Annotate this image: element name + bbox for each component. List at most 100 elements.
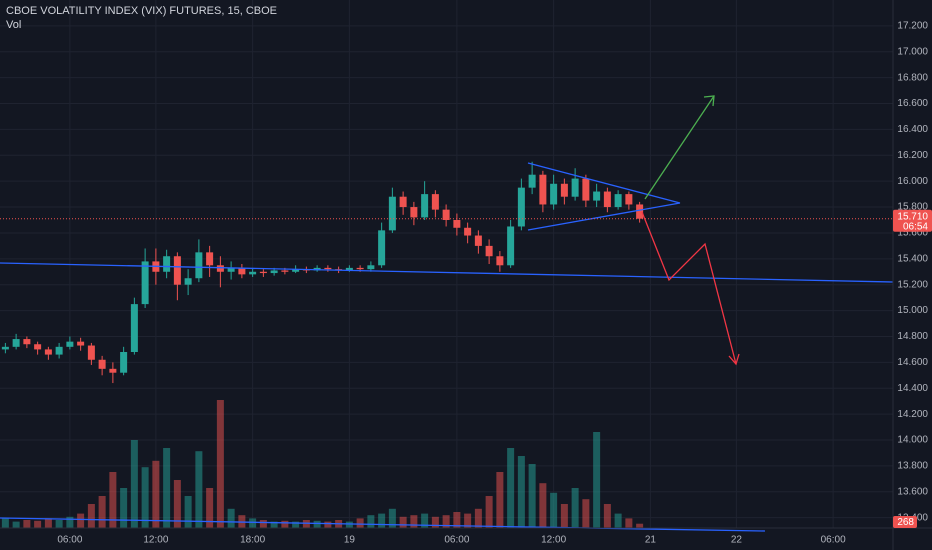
candle-body: [496, 256, 504, 266]
last-volume-label: 268: [897, 517, 914, 528]
x-tick-label: 21: [645, 535, 657, 546]
volume-bar: [464, 513, 472, 528]
candle-body: [249, 271, 257, 275]
y-tick-label: 16.800: [897, 72, 928, 83]
volume-bar: [582, 499, 590, 528]
volume-bar: [410, 515, 418, 528]
candle-body: [227, 267, 235, 272]
candle-body: [1, 346, 9, 350]
candle-body: [87, 345, 95, 360]
volume-title: Vol: [6, 19, 21, 31]
down-arrow: [641, 211, 737, 365]
x-tick-label: 12:00: [143, 535, 168, 546]
x-tick-label: 22: [731, 535, 743, 546]
candles: [1, 161, 644, 384]
volume-bar: [517, 456, 525, 528]
candle-body: [120, 352, 128, 373]
volume-bar: [507, 448, 515, 528]
y-tick-label: 13.600: [897, 486, 928, 497]
candle-body: [507, 226, 515, 266]
volume-bar: [227, 508, 235, 528]
candle-body: [206, 252, 214, 266]
volume-bar: [163, 448, 171, 528]
volume-bar: [44, 518, 52, 528]
volume-bar: [453, 512, 461, 528]
volume-bar: [1, 518, 9, 528]
x-tick-label: 12:00: [541, 535, 566, 546]
candle-body: [431, 194, 439, 210]
volume-bar: [571, 488, 579, 528]
candle-body: [66, 341, 74, 347]
volume-bar: [12, 521, 20, 528]
last-price-box: [893, 209, 932, 232]
y-tick-label: 15.400: [897, 253, 928, 264]
candle-body: [292, 269, 300, 272]
last-volume-box: [893, 516, 917, 528]
candle-body: [12, 339, 20, 347]
x-tick-label: 19: [344, 535, 356, 546]
volume-bar: [152, 460, 160, 528]
trend-line: [0, 517, 766, 532]
x-tick-label: 06:00: [444, 535, 469, 546]
candle-body: [421, 194, 429, 218]
volume-bar: [528, 464, 536, 528]
candle-body: [98, 359, 106, 369]
x-tick-label: 06:00: [57, 535, 82, 546]
volume-bar: [539, 483, 547, 528]
triangle-lower: [527, 202, 681, 231]
candle-body: [464, 227, 472, 236]
volume-bar: [184, 496, 192, 528]
candle-body: [485, 245, 493, 257]
up-arrow-head: [703, 95, 715, 107]
candle-body: [77, 341, 85, 346]
volume-bar: [388, 508, 396, 528]
volume-bar: [302, 520, 310, 528]
candle-body: [270, 270, 278, 274]
volume-bar: [431, 516, 439, 528]
volume-bar: [66, 516, 74, 528]
candle-body: [109, 368, 117, 373]
candle-body: [173, 256, 181, 285]
candle-body: [539, 174, 547, 205]
volume-bar: [421, 513, 429, 528]
y-tick-label: 14.200: [897, 409, 928, 420]
volume-bar: [378, 513, 386, 528]
y-tick-label: 13.800: [897, 461, 928, 472]
down-arrow-head: [728, 353, 740, 366]
volume-bar: [216, 400, 224, 528]
volume-bar: [614, 513, 622, 528]
volume-bar: [625, 518, 633, 528]
volume-bar: [345, 521, 353, 528]
volume-bar: [130, 440, 138, 528]
candle-body: [550, 183, 558, 205]
volume-bar: [206, 488, 214, 528]
volume-bar: [550, 492, 558, 528]
candle-body: [345, 267, 353, 271]
candle-body: [34, 344, 42, 350]
y-tick-label: 14.000: [897, 435, 928, 446]
y-tick-label: 17.200: [897, 21, 928, 32]
y-tick-label: 15.200: [897, 279, 928, 290]
countdown: 06:54: [903, 221, 928, 232]
volume-bar: [356, 518, 364, 528]
volume-bar: [560, 504, 568, 528]
candle-body: [625, 194, 633, 205]
candle-body: [55, 346, 63, 355]
volume-bar: [195, 451, 203, 528]
y-tick-label: 15.000: [897, 305, 928, 316]
volume-bar: [98, 496, 106, 528]
candle-body: [571, 178, 579, 197]
volume-bar: [173, 480, 181, 528]
candle-body: [474, 235, 482, 246]
volume-bar: [442, 515, 450, 528]
volume-bar: [593, 432, 601, 528]
candle-body: [281, 270, 289, 272]
y-tick-label: 16.400: [897, 124, 928, 135]
y-tick-label: 15.600: [897, 228, 928, 239]
candle-body: [216, 265, 224, 272]
x-tick-label: 18:00: [240, 535, 265, 546]
candle-body: [582, 178, 590, 201]
volume-bar: [249, 518, 257, 528]
drawings: [0, 95, 894, 532]
